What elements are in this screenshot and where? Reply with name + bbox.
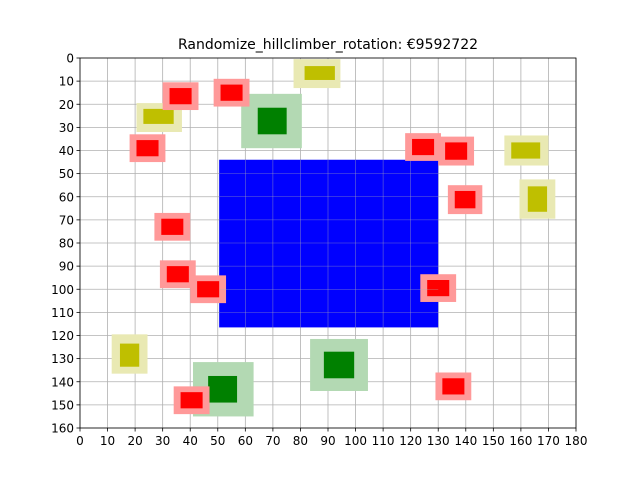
y-tick-label: 160 bbox=[51, 422, 74, 436]
y-tick-label: 10 bbox=[59, 75, 74, 89]
y-tick-label: 140 bbox=[51, 375, 74, 389]
y-tick-label: 100 bbox=[51, 283, 74, 297]
red-rect bbox=[454, 190, 476, 209]
yellow-rect bbox=[511, 142, 541, 159]
x-tick-label: 30 bbox=[155, 434, 170, 448]
red-rect bbox=[180, 392, 203, 409]
y-tick-label: 50 bbox=[59, 167, 74, 181]
x-tick-label: 0 bbox=[76, 434, 84, 448]
y-tick-label: 130 bbox=[51, 352, 74, 366]
x-tick-label: 100 bbox=[344, 434, 367, 448]
y-tick-label: 150 bbox=[51, 398, 74, 412]
y-tick-label: 60 bbox=[59, 190, 74, 204]
x-tick-label: 160 bbox=[509, 434, 532, 448]
x-tick-label: 80 bbox=[293, 434, 308, 448]
y-tick-label: 110 bbox=[51, 306, 74, 320]
red-rect bbox=[136, 140, 159, 157]
x-tick-label: 110 bbox=[372, 434, 395, 448]
red-rect bbox=[442, 378, 465, 395]
yellow-rect bbox=[304, 66, 335, 80]
x-tick-label: 170 bbox=[537, 434, 560, 448]
x-tick-label: 50 bbox=[210, 434, 225, 448]
y-tick-label: 40 bbox=[59, 144, 74, 158]
red-rect bbox=[169, 88, 192, 105]
green-rect bbox=[208, 375, 238, 403]
x-tick-label: 90 bbox=[320, 434, 335, 448]
red-rect bbox=[427, 280, 450, 297]
green-rect bbox=[323, 351, 355, 379]
red-rect bbox=[220, 84, 243, 101]
y-tick-label: 70 bbox=[59, 213, 74, 227]
x-axis-ticks: 0 10 20 30 40 50 60 70 80 90 100 110 120 130 140 150 160… bbox=[76, 428, 587, 448]
y-tick-label: 0 bbox=[66, 52, 74, 66]
x-tick-label: 10 bbox=[100, 434, 115, 448]
green-rect bbox=[257, 107, 287, 135]
red-rect bbox=[166, 266, 189, 283]
yellow-rect bbox=[143, 108, 174, 124]
y-tick-label: 30 bbox=[59, 121, 74, 135]
blue-rect bbox=[219, 159, 439, 328]
x-tick-label: 60 bbox=[238, 434, 253, 448]
red-rect bbox=[412, 138, 435, 156]
x-tick-label: 130 bbox=[427, 434, 450, 448]
y-tick-label: 20 bbox=[59, 98, 74, 112]
chart-title: Randomize_hillclimber_rotation: €9592722 bbox=[178, 37, 478, 53]
yellow-rect bbox=[119, 343, 140, 367]
x-tick-label: 40 bbox=[183, 434, 198, 448]
y-axis-ticks: 0 10 20 30 40 50 60 70 80 90 100 110 120 130 140 150 160 bbox=[51, 52, 80, 436]
x-tick-label: 150 bbox=[482, 434, 505, 448]
x-tick-label: 120 bbox=[399, 434, 422, 448]
y-tick-label: 80 bbox=[59, 237, 74, 251]
red-rect bbox=[161, 218, 184, 235]
grid-overlay bbox=[219, 159, 439, 328]
plot-rectangles bbox=[111, 59, 556, 417]
red-rect bbox=[445, 142, 468, 160]
x-tick-label: 70 bbox=[265, 434, 280, 448]
x-tick-label: 140 bbox=[454, 434, 477, 448]
x-tick-label: 20 bbox=[127, 434, 142, 448]
yellow-rect bbox=[527, 186, 548, 212]
red-rect bbox=[197, 281, 220, 298]
y-tick-label: 120 bbox=[51, 329, 74, 343]
y-tick-label: 90 bbox=[59, 260, 74, 274]
x-tick-label: 180 bbox=[565, 434, 588, 448]
